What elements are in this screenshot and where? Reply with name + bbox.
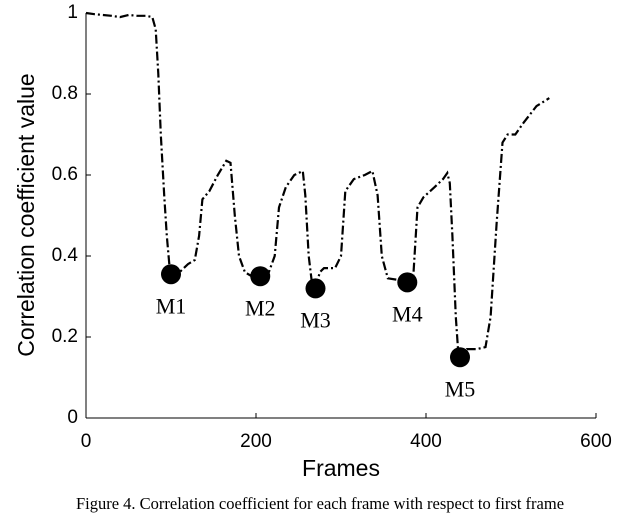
marker-label: M3 [300, 307, 331, 332]
y-tick-label: 0.6 [52, 164, 78, 185]
marker-label: M2 [245, 295, 276, 320]
marker-label: M4 [392, 301, 423, 326]
x-tick-label: 600 [580, 431, 612, 452]
marker [450, 347, 470, 368]
y-tick-label: 0 [67, 407, 78, 428]
y-tick-label: 1 [67, 2, 78, 23]
marker [250, 266, 271, 287]
y-tick-label: 0.2 [52, 326, 78, 347]
marker [161, 264, 181, 285]
marker [397, 272, 418, 293]
y-tick-label: 0.4 [52, 245, 79, 266]
y-tick-label: 0.8 [52, 83, 78, 104]
x-tick-label: 400 [410, 431, 442, 452]
x-tick-label: 200 [240, 431, 272, 452]
x-tick-label: 0 [81, 431, 92, 452]
marker [305, 278, 326, 299]
x-axis-label: Frames [302, 455, 380, 481]
marker-label: M1 [156, 293, 187, 318]
caption: Figure 4. Correlation coefficient for ea… [76, 494, 564, 513]
marker-label: M5 [445, 376, 476, 401]
y-axis-label: Correlation coefficient value [13, 73, 39, 356]
series-line [85, 11, 550, 360]
